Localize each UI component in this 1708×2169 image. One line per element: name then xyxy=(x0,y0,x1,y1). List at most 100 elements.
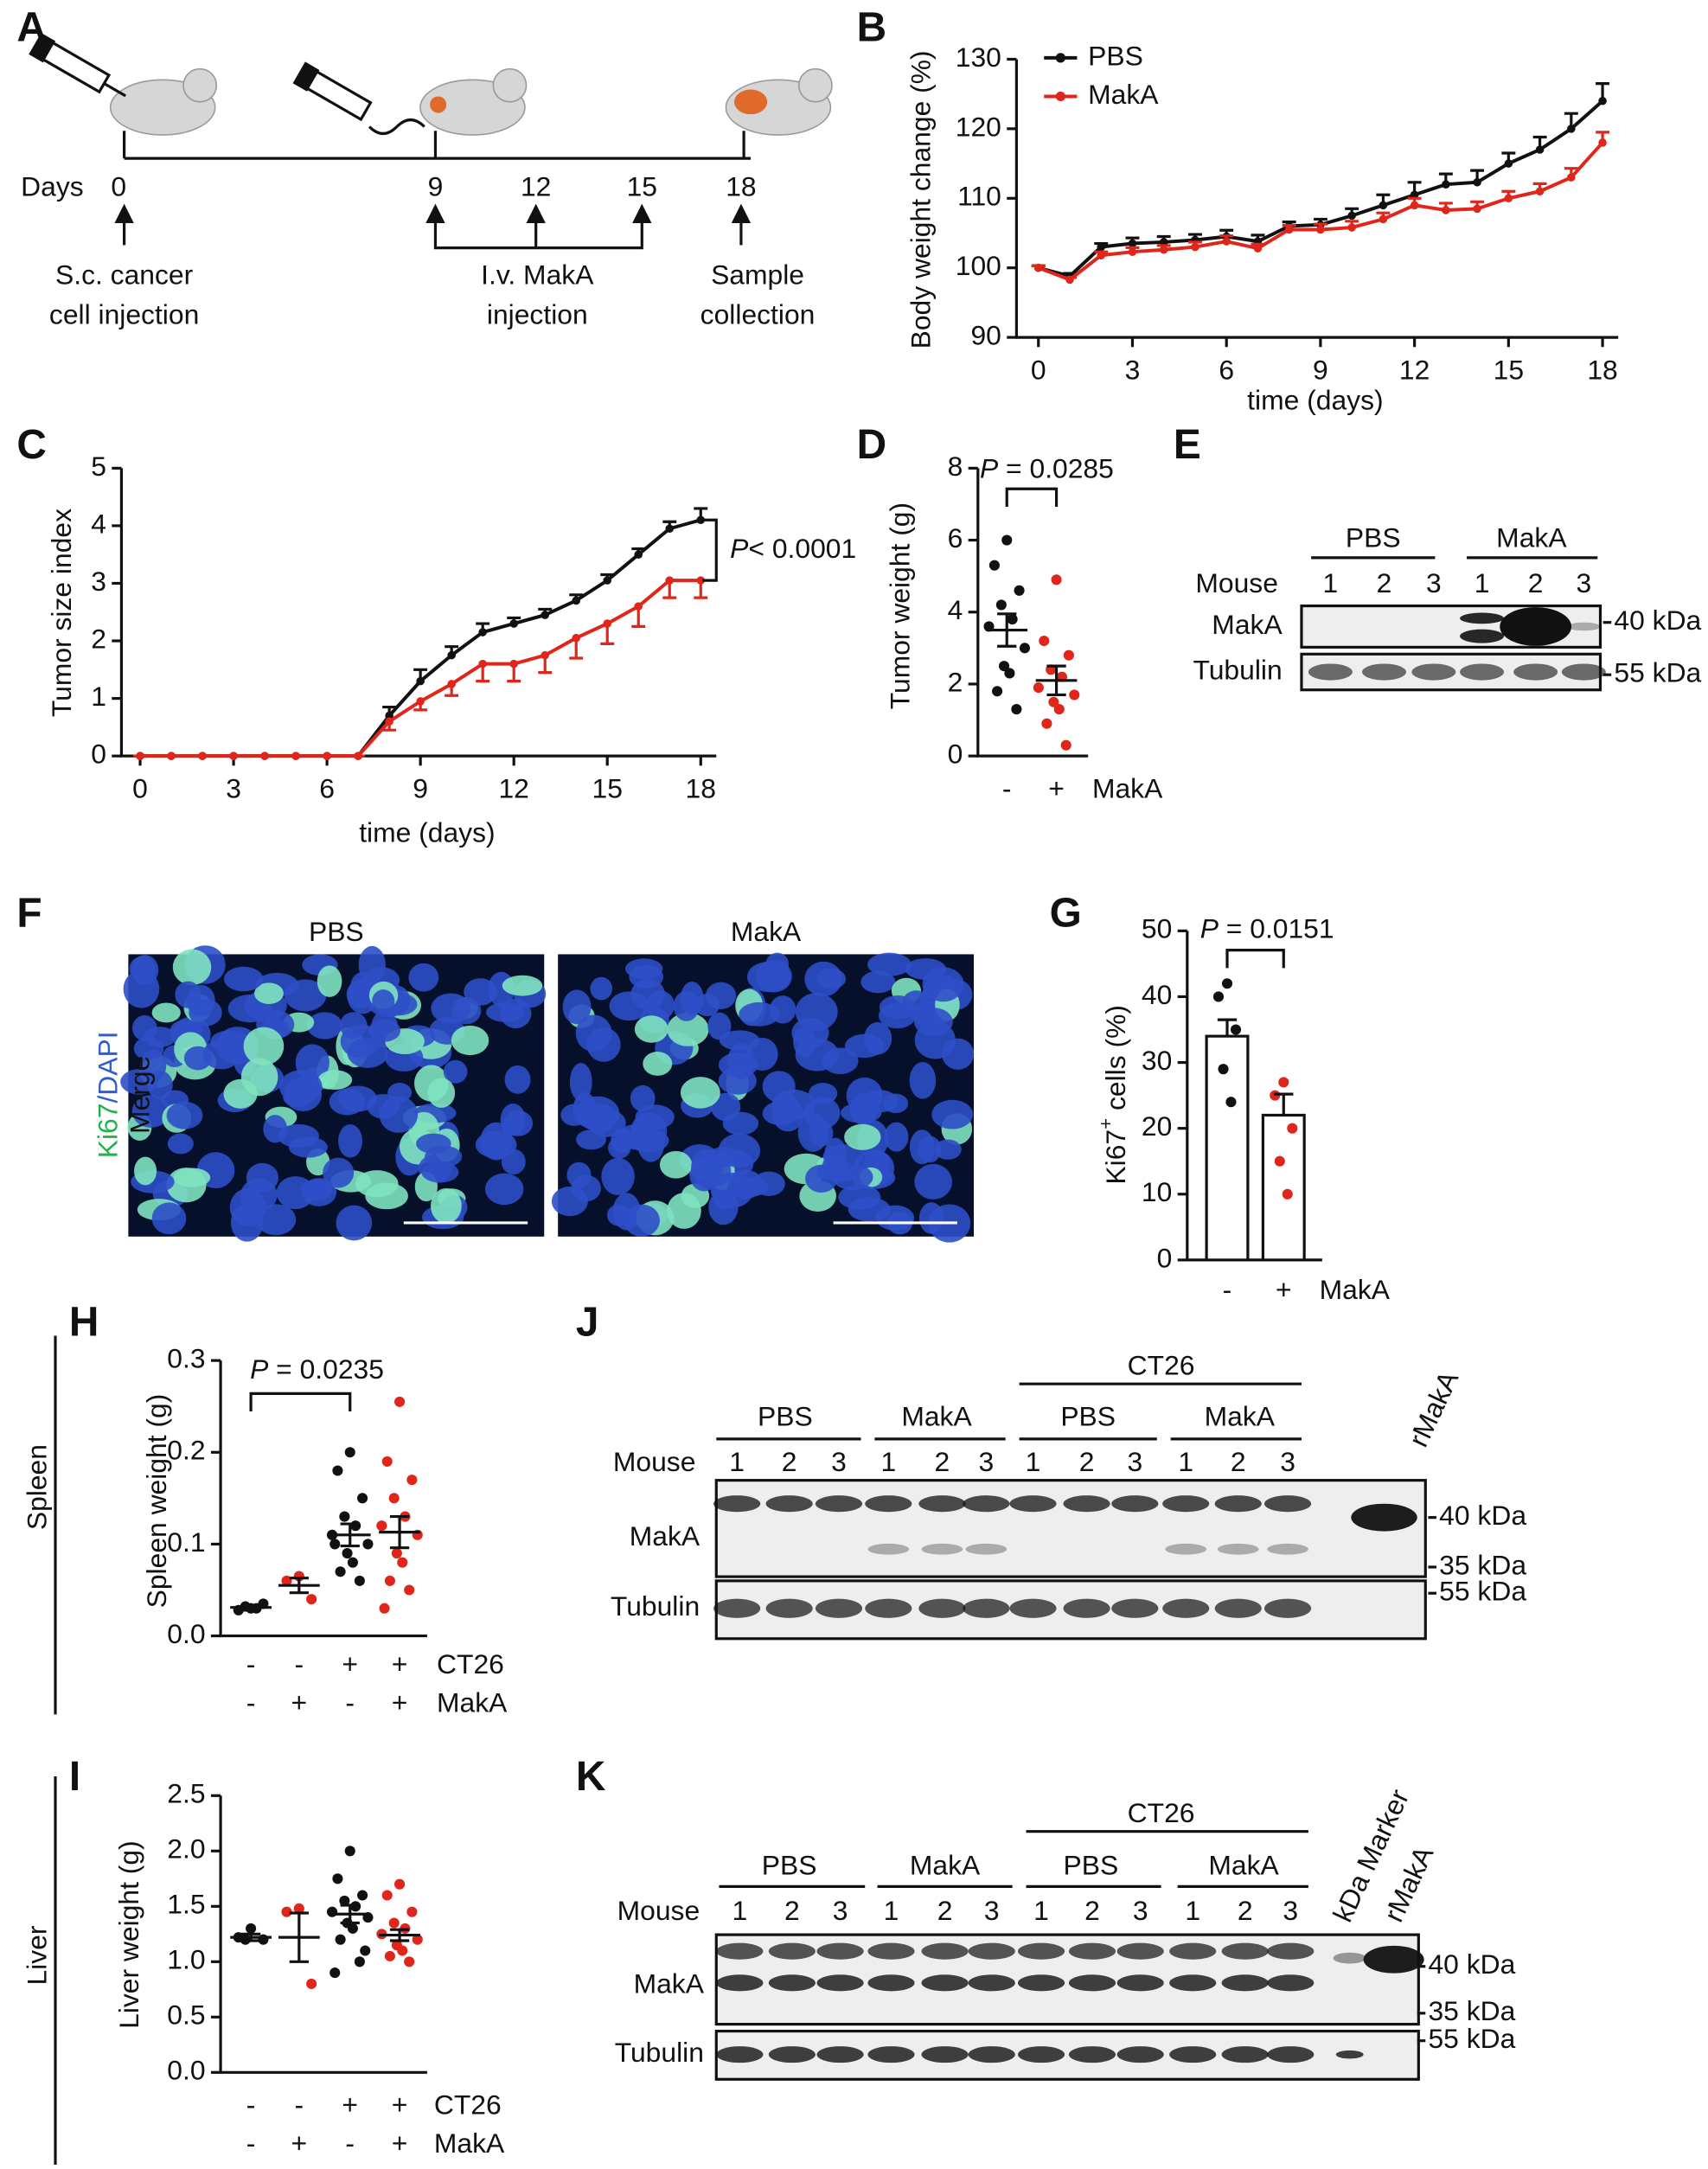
point xyxy=(1504,194,1513,203)
nucleus xyxy=(707,1012,732,1040)
nucleus xyxy=(372,989,395,1014)
lane-label: 1 xyxy=(1026,1446,1041,1477)
band xyxy=(716,1974,764,1992)
day-label: 0 xyxy=(111,171,126,202)
legend-label: MakA xyxy=(1088,79,1159,110)
marker-label: 35 kDa xyxy=(1428,1995,1515,2026)
point xyxy=(1218,1064,1229,1075)
band xyxy=(1221,1974,1269,1992)
y-tick-label: 0 xyxy=(1157,1242,1173,1273)
nucleus xyxy=(711,1092,741,1122)
band xyxy=(1221,1942,1269,1960)
row-label: MakA xyxy=(1320,1274,1391,1305)
y-axis-title: Tumor size index xyxy=(46,509,77,717)
band xyxy=(1068,1974,1116,1992)
point xyxy=(1159,238,1168,246)
band xyxy=(1500,607,1572,646)
nucleus xyxy=(635,1104,675,1129)
category-label: + xyxy=(392,1648,408,1680)
category-label: + xyxy=(1276,1274,1292,1305)
point xyxy=(323,752,331,760)
lane-label: 1 xyxy=(880,1446,896,1477)
point xyxy=(281,1906,292,1917)
lane-label: 2 xyxy=(937,1895,953,1926)
band xyxy=(867,1543,910,1555)
day-label: 9 xyxy=(428,171,444,202)
marker-label: 55 kDa xyxy=(1428,2023,1515,2054)
row-label: CT26 xyxy=(437,1648,504,1680)
band xyxy=(1116,1974,1164,1992)
day-label: 18 xyxy=(726,171,756,202)
panel-letter: A xyxy=(16,5,46,51)
category-label: + xyxy=(1048,772,1065,803)
marker-label: 40 kDa xyxy=(1428,1948,1515,1980)
nucleus xyxy=(484,1173,524,1206)
band xyxy=(768,1942,816,1960)
category-label: - xyxy=(246,1687,256,1718)
band xyxy=(1267,1974,1315,1992)
x-tick-label: 6 xyxy=(319,772,335,803)
point xyxy=(1282,1188,1293,1200)
band xyxy=(865,1598,912,1618)
nucleus xyxy=(123,969,160,1008)
lane-label: 3 xyxy=(831,1446,847,1477)
axis xyxy=(1014,59,1619,339)
category-label: + xyxy=(291,1687,308,1718)
band xyxy=(1267,1543,1308,1555)
lane-label: 3 xyxy=(984,1895,1000,1926)
lane-label: 3 xyxy=(1283,1895,1298,1926)
category-label: - xyxy=(246,1648,256,1680)
group-label: PBS xyxy=(1346,522,1401,553)
point xyxy=(354,752,362,760)
panel-letter: H xyxy=(69,1299,99,1345)
nucleus xyxy=(255,1204,297,1236)
band xyxy=(1214,1495,1262,1513)
point xyxy=(1060,739,1071,751)
category-label: + xyxy=(392,1687,408,1718)
point xyxy=(992,686,1003,697)
point xyxy=(416,676,425,686)
panel-letter: B xyxy=(857,5,886,51)
point xyxy=(354,1575,365,1586)
title-part: Ki67 xyxy=(1101,1129,1132,1185)
point xyxy=(379,1603,390,1614)
row-label: MakA xyxy=(1092,772,1163,803)
nucleus xyxy=(183,1046,212,1071)
point xyxy=(347,1557,358,1568)
point xyxy=(412,1934,423,1945)
x-tick-label: 6 xyxy=(1219,354,1234,385)
marker-label: 35 kDa xyxy=(1439,1549,1526,1580)
x-tick-label: 3 xyxy=(226,772,241,803)
band xyxy=(921,1543,963,1555)
row-label: MakA xyxy=(1212,609,1283,640)
point xyxy=(1048,696,1059,707)
point xyxy=(1347,211,1356,221)
nucleus xyxy=(914,1163,952,1200)
point xyxy=(478,628,487,637)
band xyxy=(1017,2046,1065,2063)
image-title: MakA xyxy=(731,916,802,947)
nucleus xyxy=(134,1156,157,1186)
band xyxy=(918,1598,966,1618)
p-value: P = 0.0285 xyxy=(980,453,1114,484)
nucleus xyxy=(634,1015,668,1043)
point xyxy=(332,1465,343,1476)
row-label: Tubulin xyxy=(611,1590,700,1622)
point xyxy=(416,697,425,706)
nucleus xyxy=(659,1150,693,1179)
nucleus xyxy=(284,979,327,1012)
y-axis-title: Ki67+ cells (%) xyxy=(1096,1005,1132,1185)
title-part: cells (%) xyxy=(1101,1005,1132,1118)
marker-label: 40 kDa xyxy=(1439,1500,1526,1531)
nucleus xyxy=(909,1129,935,1165)
band xyxy=(867,1942,915,1960)
row-label: MakA xyxy=(434,2127,505,2159)
band xyxy=(1333,1952,1366,1964)
p-value: P = 0.0235 xyxy=(250,1353,384,1385)
nucleus xyxy=(569,1063,592,1102)
y-axis-title: Tumor weight (g) xyxy=(885,502,916,709)
category-label: - xyxy=(246,2089,256,2121)
point xyxy=(1535,187,1545,196)
